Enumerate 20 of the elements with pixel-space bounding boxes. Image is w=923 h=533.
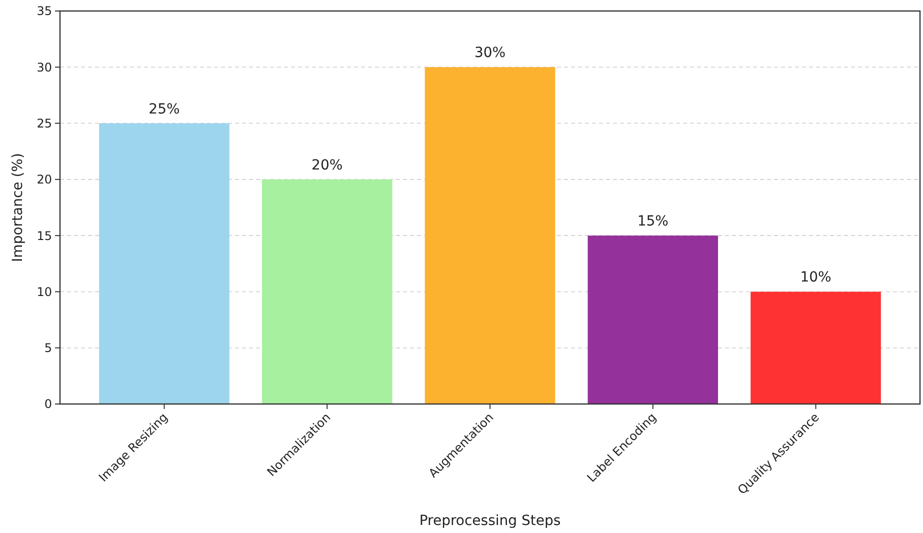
y-tick-label: 5 bbox=[44, 341, 52, 356]
data-label: 25% bbox=[148, 101, 180, 118]
bar bbox=[424, 67, 556, 404]
y-tick-label: 30 bbox=[36, 60, 52, 74]
bar bbox=[262, 179, 392, 404]
y-tick-label: 35 bbox=[36, 4, 52, 18]
y-tick-label: 20 bbox=[36, 172, 52, 187]
data-label: 20% bbox=[312, 157, 343, 174]
data-label: 10% bbox=[800, 270, 832, 286]
data-label: 15% bbox=[637, 214, 668, 230]
bar bbox=[99, 123, 230, 404]
y-tick-label: 0 bbox=[44, 397, 52, 412]
data-label: 30% bbox=[474, 45, 506, 62]
y-tick-label: 25 bbox=[36, 116, 52, 130]
y-axis-title: Importance (%) bbox=[10, 153, 26, 262]
x-axis-title: Preprocessing Steps bbox=[419, 513, 561, 529]
bar bbox=[588, 236, 718, 404]
bar bbox=[750, 292, 881, 404]
y-tick-label: 15 bbox=[36, 228, 52, 243]
y-tick-label: 10 bbox=[36, 284, 52, 299]
